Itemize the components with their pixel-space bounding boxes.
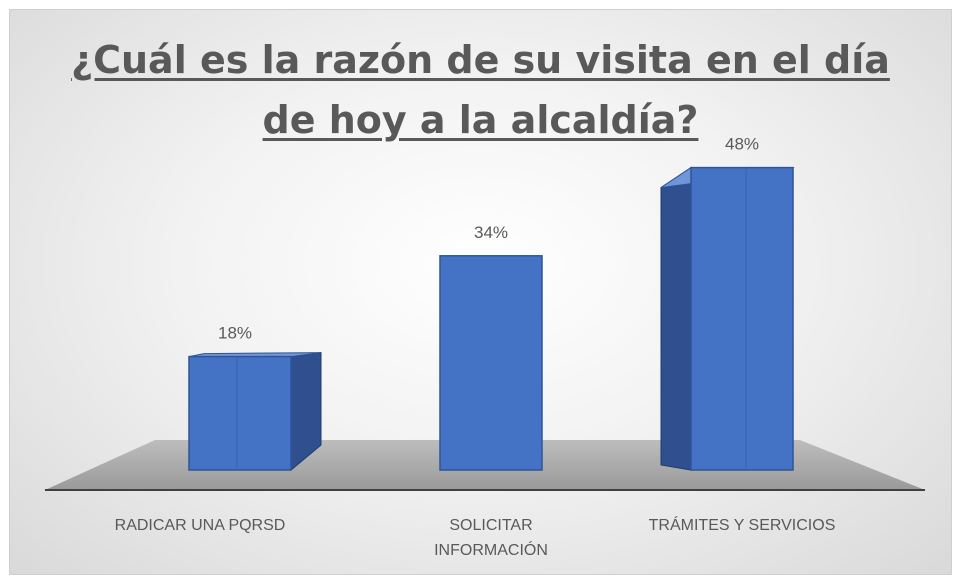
chart-title-line-1: ¿Cuál es la razón de su visita en el día [71,38,890,82]
chart-title: ¿Cuál es la razón de su visita en el día… [0,30,961,150]
bar-group-3 [660,166,795,471]
bar-group-2 [439,255,543,471]
category-label-3: TRÁMITES Y SERVICIOS [649,515,836,534]
value-label-1: 18% [218,324,252,343]
bar-1 [188,355,292,471]
value-label-2: 34% [474,223,508,242]
category-label-1: RADICAR UNA PQRSD [115,517,286,534]
bar-side-3 [660,166,692,471]
bar-3 [690,166,794,471]
chart-title-line-2: de hoy a la alcaldía? [262,98,699,142]
value-label-3: 48% [725,135,759,154]
bar-2 [439,255,543,471]
category-label-2-line-2: INFORMACIÓN [434,540,548,559]
bar-group-1 [188,352,322,472]
category-label-2-line-1: SOLICITAR [449,517,532,534]
